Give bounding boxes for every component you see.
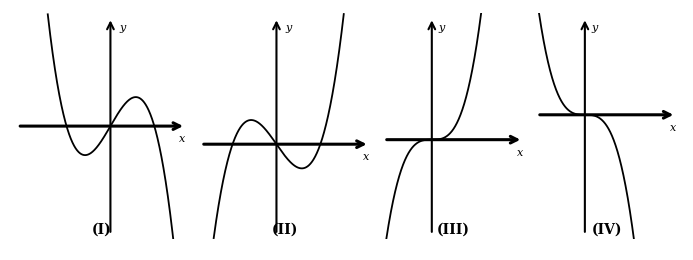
Text: (IV): (IV): [591, 223, 622, 237]
Text: x: x: [670, 123, 676, 133]
Text: (I): (I): [91, 223, 112, 237]
Text: x: x: [179, 134, 186, 144]
Text: y: y: [439, 23, 445, 33]
Text: (III): (III): [437, 223, 470, 237]
Text: y: y: [286, 23, 292, 33]
Text: x: x: [517, 147, 523, 158]
Text: (II): (II): [272, 223, 299, 237]
Text: y: y: [120, 23, 126, 33]
Text: y: y: [592, 23, 598, 33]
Text: x: x: [363, 152, 369, 162]
